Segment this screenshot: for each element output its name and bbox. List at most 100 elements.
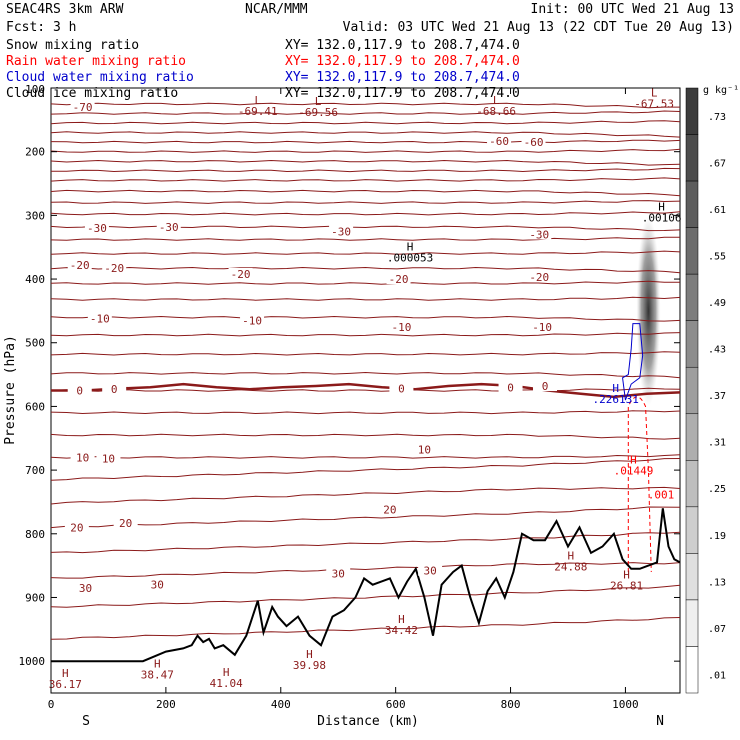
y-tick-label: 800 <box>25 528 45 541</box>
isotherm-line <box>50 584 681 608</box>
contour-label: -20 <box>389 273 409 286</box>
isotherm-line <box>50 371 681 379</box>
extremum-value: 36.17 <box>49 678 82 691</box>
isotherm-line <box>50 211 681 216</box>
contour-label: 30 <box>332 567 345 580</box>
contour-label: 20 <box>70 521 83 534</box>
isotherm-line <box>50 266 681 274</box>
colorbar-tick-label: .67 <box>708 158 726 169</box>
y-tick-label: 300 <box>25 209 45 222</box>
contour-label: -60 <box>489 135 509 148</box>
label-bg <box>84 222 109 234</box>
isotherm-line <box>50 351 681 356</box>
label-bg <box>418 564 443 576</box>
isotherm-line <box>50 236 681 241</box>
colorbar-cell <box>685 599 699 647</box>
colorbar-cell <box>685 134 699 182</box>
forecast-hour: Fcst: 3 h <box>6 20 76 35</box>
hydrometeor-contours <box>622 323 652 573</box>
label-bg <box>228 267 253 279</box>
y-tick-label: 600 <box>25 400 45 413</box>
contour-label: -20 <box>70 259 90 272</box>
extremum-value: -67.53 <box>634 97 674 110</box>
extremum-mark: L <box>493 94 500 107</box>
extremum-mark: H <box>306 648 313 661</box>
colorbar-cell <box>685 553 699 601</box>
extremum-mark: H <box>568 549 575 562</box>
isotherm-line <box>50 159 681 166</box>
colorbar-cell <box>685 273 699 321</box>
colorbar-tick-label: .37 <box>708 391 726 402</box>
y-tick-label: 100 <box>25 83 45 96</box>
isotherm-line <box>50 131 681 138</box>
extremum-mark: H <box>630 454 637 467</box>
isotherm-line <box>50 225 681 232</box>
contour-label: -20 <box>529 271 549 284</box>
colorbar-tick-label: .31 <box>708 438 726 449</box>
extremum-value: .001 <box>648 488 675 501</box>
extremum-value: -69.41 <box>238 105 278 118</box>
contour-label: -70 <box>73 101 93 114</box>
isotherm-line <box>50 200 681 204</box>
label-bg <box>527 228 552 240</box>
isotherm-line <box>50 102 680 109</box>
contour-label: -10 <box>90 313 110 326</box>
colorbar-tick-label: .01 <box>708 670 726 681</box>
extremum-mark: L <box>254 94 261 107</box>
colorbar-tick-label: .07 <box>708 624 726 635</box>
label-bg <box>521 136 546 148</box>
extremum-value: 38.47 <box>141 669 174 682</box>
isotherm-line <box>50 617 681 640</box>
south-label: S <box>82 714 90 729</box>
label-bg <box>389 382 414 394</box>
temperature-contours <box>50 102 681 640</box>
contour-label: -10 <box>532 321 552 334</box>
contour-label: 30 <box>151 579 164 592</box>
isotherm-line <box>50 315 681 322</box>
extremum-value: -68.66 <box>476 105 516 118</box>
rain-water-contour <box>627 396 652 573</box>
colorbar-tick-label: .19 <box>708 531 726 542</box>
contour-label: 30 <box>79 582 92 595</box>
isotherm-line <box>50 139 681 144</box>
contour-label: 0 <box>507 381 514 394</box>
y-tick-label: 200 <box>25 146 45 159</box>
y-tick-label: 700 <box>25 464 45 477</box>
label-bg <box>113 516 138 528</box>
field-xy: XY= 132.0,117.9 to 208.7,474.0 <box>285 38 520 53</box>
contour-label: -10 <box>242 314 262 327</box>
field-label: Cloud ice mixing ratio <box>6 86 178 101</box>
isotherm-line <box>50 110 681 115</box>
isotherm-line <box>50 332 681 337</box>
terrain-line <box>51 508 681 663</box>
contour-label: 10 <box>102 453 115 466</box>
org-label: NCAR/MMM <box>245 2 308 17</box>
freezing-level-line <box>51 382 681 399</box>
isotherm-line <box>50 506 681 529</box>
terrain-profile <box>51 508 681 663</box>
contour-label: 0 <box>542 380 549 393</box>
label-bg <box>73 581 98 593</box>
extremum-value: 39.98 <box>293 659 326 672</box>
x-axis-label: Distance (km) <box>317 714 419 729</box>
label-bg <box>389 320 414 332</box>
x-tick-label: 600 <box>386 698 406 711</box>
isotherm-line <box>50 296 681 301</box>
extremum-value: .01449 <box>614 465 654 478</box>
extremum-mark: H <box>398 613 405 626</box>
label-bg <box>487 134 512 146</box>
colorbar-cell <box>685 320 699 368</box>
isotherm-line <box>50 433 681 440</box>
label-bg <box>326 567 351 579</box>
field-label: Rain water mixing ratio <box>6 54 186 69</box>
contour-labels: -70 -60 -60 -30 -30 -30 -30 -20 -20 -20 -20 -20 -10 -… <box>64 101 558 595</box>
colorbar-tick-label: .73 <box>708 112 726 123</box>
field-xy: XY= 132.0,117.9 to 208.7,474.0 <box>285 54 520 69</box>
label-bg <box>70 451 95 463</box>
isotherm-line <box>51 167 681 173</box>
isotherm-line <box>50 120 681 125</box>
extremum-value: .000053 <box>387 251 433 264</box>
label-bg <box>386 273 411 285</box>
colorbar-cell <box>685 506 699 554</box>
